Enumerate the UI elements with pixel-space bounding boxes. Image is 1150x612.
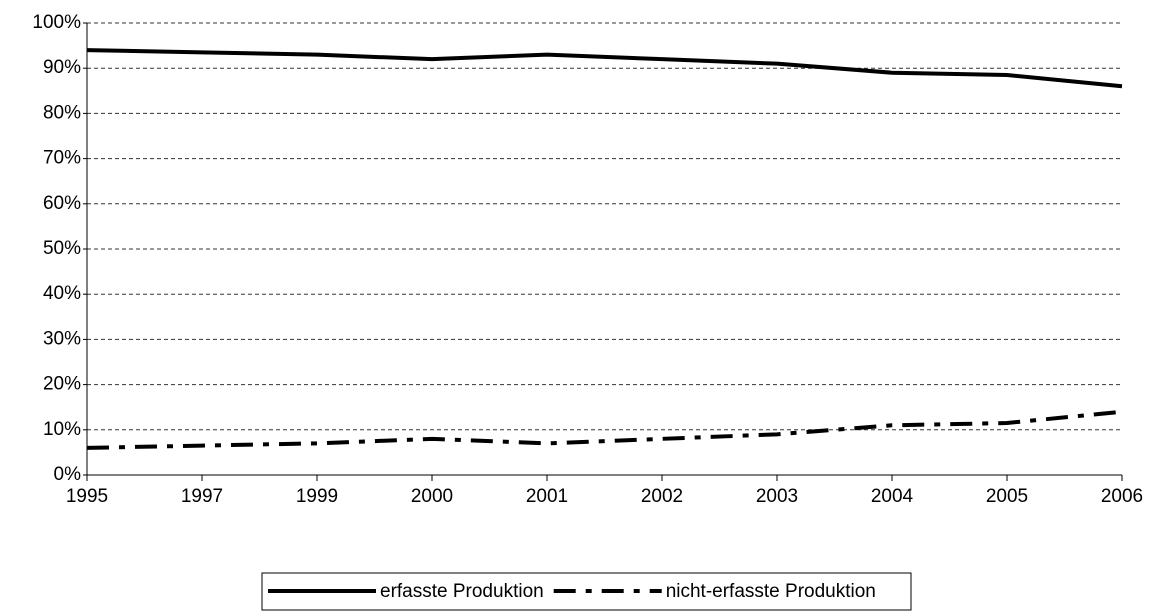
y-tick-label: 90% [43, 57, 81, 78]
y-tick-label: 30% [43, 328, 81, 349]
x-tick-label: 2003 [756, 486, 798, 507]
x-tick-label: 1999 [296, 486, 338, 507]
y-tick-label: 40% [43, 283, 81, 304]
y-tick-label: 10% [43, 419, 81, 440]
y-tick-label: 0% [54, 464, 82, 485]
y-tick-label: 20% [43, 374, 81, 395]
y-tick-label: 80% [43, 102, 81, 123]
x-tick-label: 1995 [66, 486, 108, 507]
x-tick-label: 1997 [181, 486, 223, 507]
legend-label: nicht-erfasste Produktion [666, 581, 876, 602]
x-tick-label: 2001 [526, 486, 568, 507]
line-series [86, 409, 1123, 450]
x-tick-label: 2005 [986, 486, 1028, 507]
y-tick-label: 70% [43, 148, 81, 169]
y-tick-label: 100% [32, 12, 81, 33]
x-tick-label: 2002 [641, 486, 683, 507]
x-tick-label: 2004 [871, 486, 914, 507]
legend-label: erfasste Produktion [380, 581, 544, 602]
x-tick-label: 2006 [1101, 486, 1143, 507]
y-tick-label: 60% [43, 193, 81, 214]
x-tick-label: 2000 [411, 486, 453, 507]
line-series [86, 48, 1123, 89]
y-tick-label: 50% [43, 238, 81, 259]
